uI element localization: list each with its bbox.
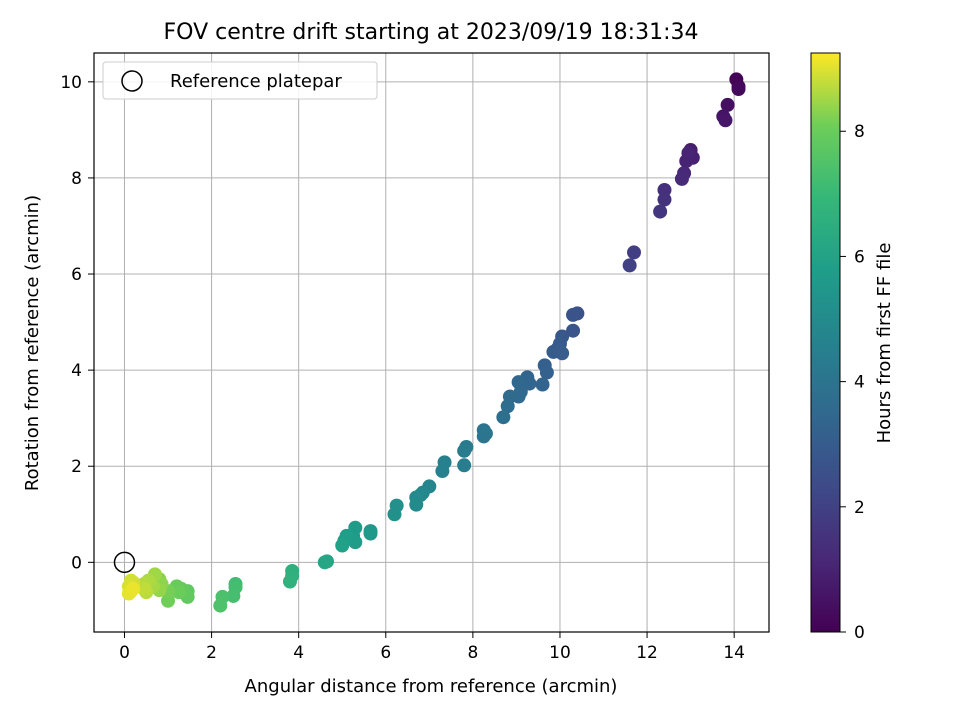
- y-tick-label: 8: [71, 169, 82, 189]
- legend-label-reference: Reference platepar: [170, 71, 342, 92]
- chart-title: FOV centre drift starting at 2023/09/19 …: [164, 20, 699, 45]
- y-tick-label: 2: [71, 457, 82, 477]
- data-point: [622, 258, 637, 273]
- data-point: [566, 323, 581, 338]
- data-point: [657, 182, 672, 197]
- data-point: [363, 526, 378, 541]
- data-point: [535, 377, 550, 392]
- grid: [94, 53, 769, 632]
- data-point: [627, 245, 641, 260]
- data-point: [657, 192, 672, 207]
- colorbar-label: Hours from first FF file: [874, 243, 895, 444]
- data-point: [161, 593, 176, 608]
- colorbar-tick-label: 0: [854, 623, 865, 643]
- data-point: [387, 507, 402, 522]
- x-tick-label: 0: [119, 643, 130, 663]
- data-point: [539, 365, 554, 380]
- data-point: [435, 464, 450, 479]
- data-point: [674, 171, 689, 186]
- data-point: [226, 588, 241, 603]
- legend: Reference platepar: [102, 61, 378, 100]
- y-tick-label: 4: [71, 361, 82, 381]
- data-point: [171, 585, 186, 600]
- data-point: [731, 82, 746, 97]
- y-tick-label: 0: [71, 553, 82, 573]
- data-point: [566, 307, 581, 322]
- x-tick-label: 12: [636, 643, 658, 663]
- data-point: [681, 145, 696, 160]
- data-point: [720, 97, 735, 112]
- x-tick-label: 2: [206, 643, 217, 663]
- data-point: [457, 443, 472, 458]
- data-point: [409, 497, 424, 512]
- colorbar: 0 2 4 6 8 Hours from first FF file: [810, 52, 895, 643]
- reference-platepar-marker: [113, 551, 136, 574]
- data-point: [496, 410, 511, 425]
- data-point: [282, 574, 297, 589]
- x-tick-label: 4: [293, 643, 304, 663]
- data-point: [126, 581, 141, 596]
- x-tick-label: 14: [723, 643, 745, 663]
- data-point: [476, 429, 491, 444]
- y-tick-label: 6: [71, 265, 82, 285]
- data-point: [555, 346, 570, 361]
- data-point: [137, 581, 152, 596]
- data-point: [213, 598, 228, 613]
- colorbar-tick-label: 2: [854, 498, 865, 518]
- colorbar-ticks: 0 2 4 6 8: [840, 122, 865, 643]
- y-axis-label: Rotation from reference (arcmin): [22, 195, 43, 491]
- data-point: [317, 555, 332, 570]
- x-tick-label: 6: [380, 643, 391, 663]
- data-point: [457, 458, 472, 473]
- colorbar-gradient: [810, 52, 841, 633]
- data-points: [113, 72, 746, 613]
- colorbar-tick-label: 8: [854, 122, 865, 142]
- plot-frame: [93, 52, 770, 633]
- data-point: [500, 399, 515, 414]
- y-tick-label: 10: [60, 73, 82, 93]
- colorbar-tick-label: 4: [854, 373, 865, 393]
- y-axis-ticks: 0 2 4 6 8 10: [60, 73, 94, 573]
- x-tick-label: 8: [467, 643, 478, 663]
- legend-box: [102, 61, 378, 100]
- data-point: [653, 204, 668, 219]
- data-point: [335, 538, 350, 553]
- legend-marker-reference: [121, 70, 143, 92]
- x-axis-label: Angular distance from reference (arcmin): [245, 676, 618, 697]
- x-axis-ticks: 0 2 4 6 8 10 12 14: [119, 632, 745, 663]
- colorbar-tick-label: 6: [854, 247, 865, 267]
- x-tick-label: 10: [549, 643, 571, 663]
- data-point: [718, 113, 733, 128]
